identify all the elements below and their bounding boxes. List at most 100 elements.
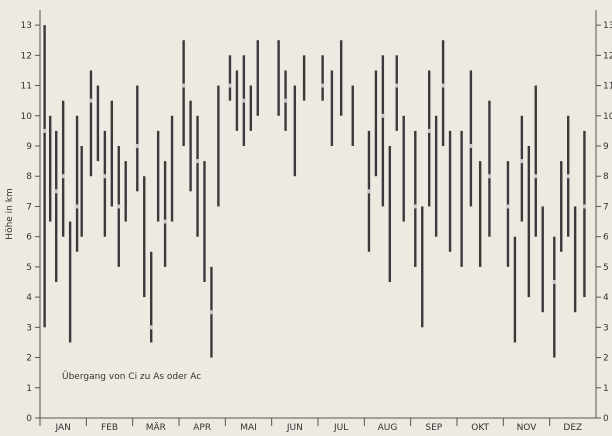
y-tick-label: 2 bbox=[26, 354, 32, 364]
range-bar bbox=[534, 85, 537, 237]
range-bar bbox=[402, 115, 405, 222]
range-bar bbox=[48, 115, 52, 222]
transition-marker bbox=[182, 83, 186, 88]
range-bar bbox=[374, 70, 378, 177]
range-bar bbox=[136, 85, 139, 192]
transition-marker bbox=[43, 128, 47, 133]
y-tick-label: 9 bbox=[26, 142, 32, 152]
range-bar bbox=[103, 130, 107, 237]
transition-marker bbox=[283, 98, 288, 103]
range-bar bbox=[61, 100, 65, 237]
range-bar bbox=[293, 85, 297, 177]
transition-marker bbox=[135, 144, 139, 148]
transition-marker bbox=[552, 280, 556, 284]
y-tick-label-right: 11 bbox=[603, 82, 612, 92]
transition-marker bbox=[487, 174, 492, 179]
transition-marker bbox=[195, 159, 200, 164]
range-bar bbox=[89, 70, 93, 177]
x-tick-label: FEB bbox=[101, 423, 118, 433]
transition-marker bbox=[520, 159, 524, 164]
range-bar bbox=[441, 40, 445, 146]
range-bar bbox=[189, 100, 192, 192]
y-tick-label-right: 7 bbox=[603, 202, 609, 212]
transition-marker bbox=[321, 83, 325, 88]
range-bar bbox=[488, 100, 491, 237]
y-tick-label-right: 6 bbox=[603, 233, 609, 243]
range-bar bbox=[143, 176, 146, 298]
range-bar bbox=[573, 206, 577, 313]
y-tick-label-right: 0 bbox=[603, 414, 609, 424]
y-tick-label: 1 bbox=[26, 384, 32, 394]
range-bar bbox=[156, 130, 160, 222]
x-tick-label: AUG bbox=[378, 423, 398, 433]
y-tick-label-right: 4 bbox=[603, 293, 609, 303]
y-tick-label-right: 2 bbox=[603, 354, 609, 364]
range-bar bbox=[469, 70, 473, 207]
y-tick-label-right: 1 bbox=[603, 384, 609, 394]
transition-marker bbox=[582, 204, 587, 209]
range-bar bbox=[513, 236, 517, 343]
range-bar bbox=[448, 130, 452, 252]
transition-marker bbox=[427, 128, 431, 133]
range-bar bbox=[228, 55, 232, 101]
transition-marker bbox=[469, 144, 473, 148]
x-tick-label: MAI bbox=[240, 423, 257, 433]
range-bar bbox=[381, 55, 385, 207]
x-tick-label: APR bbox=[193, 423, 211, 433]
transition-marker bbox=[534, 174, 538, 179]
range-bar bbox=[110, 100, 114, 207]
y-tick-label: 6 bbox=[26, 233, 32, 243]
y-tick-label: 5 bbox=[26, 263, 32, 273]
transition-marker bbox=[61, 174, 65, 179]
range-bar bbox=[203, 161, 206, 282]
range-bar bbox=[330, 70, 334, 146]
range-bar bbox=[395, 55, 398, 131]
range-bar bbox=[235, 70, 239, 131]
y-tick-label-right: 3 bbox=[603, 323, 609, 333]
transition-marker bbox=[117, 204, 121, 209]
range-bar bbox=[124, 161, 127, 222]
transition-marker bbox=[381, 113, 385, 118]
transition-marker bbox=[209, 310, 214, 315]
x-axis: JAN FEB MÄR APR MAI JUN JUL AUG SEP OKT NOV DEZ bbox=[39, 418, 582, 433]
y-tick-label: 8 bbox=[26, 172, 32, 182]
range-bar bbox=[583, 130, 586, 298]
range-bar bbox=[351, 85, 354, 146]
y-tick-label: 10 bbox=[21, 112, 33, 122]
x-tick-label: SEP bbox=[425, 423, 442, 433]
range-bar bbox=[388, 146, 392, 282]
range-bar bbox=[43, 25, 46, 328]
range-bars bbox=[43, 25, 587, 358]
range-bar bbox=[421, 206, 424, 328]
x-tick-label: MÄR bbox=[146, 422, 166, 433]
range-bar bbox=[150, 251, 153, 343]
range-bar bbox=[170, 115, 174, 222]
y-tick-label: 13 bbox=[21, 21, 32, 31]
transition-marker bbox=[441, 83, 445, 88]
x-tick-label: NOV bbox=[517, 423, 538, 433]
transition-marker bbox=[367, 189, 371, 194]
x-tick-label: DEZ bbox=[563, 423, 582, 433]
range-bar bbox=[163, 161, 167, 267]
transition-marker bbox=[54, 189, 58, 194]
range-bar bbox=[527, 146, 531, 298]
transition-marker bbox=[395, 83, 399, 88]
y-tick-label: 11 bbox=[21, 82, 32, 92]
transition-marker bbox=[566, 174, 570, 179]
y-tick-label: 7 bbox=[26, 202, 32, 212]
y-tick-label-right: 13 bbox=[603, 21, 612, 31]
range-bar bbox=[217, 85, 220, 207]
y-tick-label-right: 9 bbox=[603, 142, 609, 152]
legend-annotation: Übergang von Ci zu As oder Ac bbox=[62, 371, 201, 382]
range-bar bbox=[182, 40, 185, 146]
range-bar bbox=[506, 161, 510, 267]
range-bar bbox=[460, 130, 463, 267]
range-bar bbox=[428, 70, 431, 207]
range-bar bbox=[434, 115, 438, 237]
y-tick-label: 4 bbox=[26, 293, 32, 303]
transition-marker bbox=[103, 174, 107, 179]
transition-marker bbox=[242, 98, 246, 103]
y-tick-label: 12 bbox=[21, 51, 32, 61]
x-tick-label: JUN bbox=[286, 423, 303, 433]
